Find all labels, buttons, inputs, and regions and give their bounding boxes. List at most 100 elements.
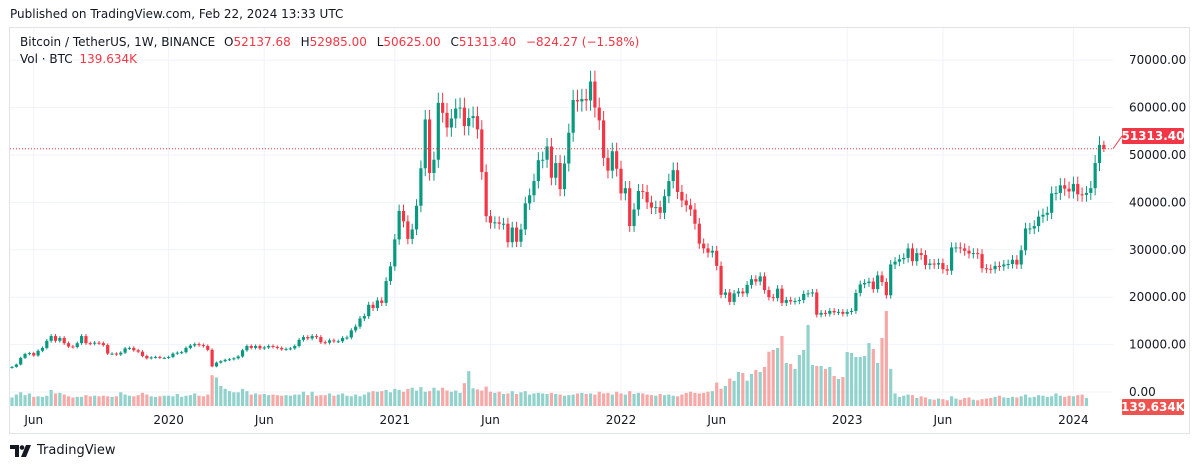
candle-body xyxy=(567,132,571,164)
volume-bar xyxy=(889,368,893,406)
volume-bar xyxy=(871,348,875,406)
candle-body xyxy=(288,348,292,350)
volume-bar xyxy=(454,390,458,406)
candle-body xyxy=(519,229,523,242)
volume-bar xyxy=(919,396,923,406)
candle-body xyxy=(880,275,884,283)
volume-bar xyxy=(262,394,266,406)
time-tick-label: 2023 xyxy=(832,413,863,427)
volume-bar xyxy=(480,390,484,406)
candle-body xyxy=(562,163,567,190)
volume-bar xyxy=(597,391,601,406)
candle-body xyxy=(158,356,162,358)
volume-bar xyxy=(497,391,501,406)
volume-bar xyxy=(227,391,232,406)
candle-body xyxy=(867,281,871,283)
candle-body xyxy=(349,330,353,338)
candle-body xyxy=(36,350,40,356)
candle-body xyxy=(314,336,319,338)
volume-bar xyxy=(963,398,967,406)
volume-bar xyxy=(406,388,410,406)
candle-body xyxy=(449,118,453,128)
volume-bar xyxy=(384,390,388,406)
chart-legend: Bitcoin / TetherUS, 1W, BINANCE O52137.6… xyxy=(20,34,642,68)
candle-body xyxy=(754,279,758,282)
volume-bar xyxy=(567,395,571,406)
volume-bars xyxy=(10,310,1089,406)
candle-body xyxy=(445,112,449,128)
candle-body xyxy=(636,191,640,210)
volume-bar xyxy=(789,364,793,406)
candle-body xyxy=(236,356,240,359)
volume-bar xyxy=(954,398,958,406)
candle-body xyxy=(945,269,949,271)
volume-bar xyxy=(736,372,741,406)
volume-bar xyxy=(828,366,832,406)
candle-body xyxy=(554,163,558,178)
volume-bar xyxy=(101,395,105,406)
candle-body xyxy=(675,170,680,192)
candle-body xyxy=(532,181,536,196)
published-caption: Published on TradingView.com, Feb 22, 20… xyxy=(10,7,344,21)
volume-bar xyxy=(275,395,279,406)
volume-bar xyxy=(884,310,888,406)
candle-body xyxy=(767,290,771,298)
volume-bar xyxy=(184,395,188,406)
volume-bar xyxy=(201,396,205,406)
volume-bar xyxy=(1063,396,1067,406)
candle-body xyxy=(1037,216,1041,227)
candle-body xyxy=(928,263,932,265)
tradingview-logo[interactable]: TradingView xyxy=(10,443,116,458)
volume-bar xyxy=(745,380,749,406)
candle-body xyxy=(828,310,832,314)
candle-body xyxy=(967,250,971,254)
candle-body xyxy=(671,170,675,182)
candle-body xyxy=(336,341,340,343)
volume-bar xyxy=(401,391,406,406)
volume-bar xyxy=(354,394,358,406)
volume-bar xyxy=(532,393,536,406)
volume-bar xyxy=(393,388,397,406)
candle-body xyxy=(297,339,301,347)
volume-bar xyxy=(436,390,440,406)
volume-bar xyxy=(867,342,871,406)
volume-bar xyxy=(62,394,66,406)
volume-bar xyxy=(950,396,954,406)
candle-body xyxy=(227,359,232,361)
candle-body xyxy=(789,300,793,302)
ohlc-high: H52985.00 xyxy=(300,35,367,49)
symbol-title[interactable]: Bitcoin / TetherUS, 1W, BINANCE xyxy=(20,35,216,49)
volume-bar xyxy=(715,382,719,406)
candle-body xyxy=(871,281,875,290)
candle-body xyxy=(249,346,253,348)
candle-body xyxy=(810,292,814,294)
candle-body xyxy=(836,311,841,313)
volume-bar xyxy=(136,395,140,406)
volume-bar xyxy=(680,394,684,406)
candle-body xyxy=(545,146,549,160)
candle-body xyxy=(597,107,601,121)
candle-body xyxy=(762,276,767,291)
candle-body xyxy=(915,253,919,262)
candle-body xyxy=(615,151,619,169)
volume-bar xyxy=(180,396,184,406)
candle-body xyxy=(932,263,936,265)
volume-title[interactable]: Vol · BTC xyxy=(20,52,73,66)
volume-bar xyxy=(293,394,297,406)
candle-body xyxy=(823,312,828,314)
candle-body xyxy=(984,268,988,270)
candle-body xyxy=(923,255,928,265)
candle-body xyxy=(71,346,75,348)
volume-bar xyxy=(632,394,636,406)
volume-bar xyxy=(423,391,427,406)
candle-body xyxy=(654,207,658,209)
candle-body xyxy=(267,346,271,348)
candle-body xyxy=(806,293,810,295)
volume-bar xyxy=(702,392,706,406)
volume-bar xyxy=(358,396,362,406)
volume-bar xyxy=(723,386,727,406)
volume-bar xyxy=(554,394,558,406)
candle-body xyxy=(993,265,997,270)
volume-bar xyxy=(793,368,797,406)
